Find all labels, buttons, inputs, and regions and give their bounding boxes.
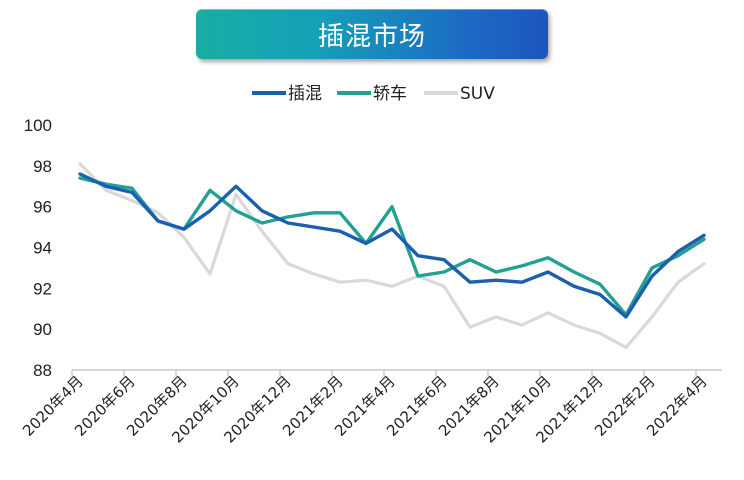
y-tick-label: 92: [33, 279, 52, 298]
legend: 插混 轿车 SUV: [252, 84, 495, 104]
legend-label: 轿车: [373, 84, 407, 104]
y-axis: 88 90 92 94 96 98 100: [24, 116, 52, 380]
x-axis: 2020年4月2020年6月2020年8月2020年10月2020年12月202…: [19, 369, 722, 447]
legend-label: SUV: [460, 84, 495, 104]
y-tick-label: 100: [24, 116, 52, 135]
y-tick-label: 96: [33, 198, 52, 217]
y-tick-label: 98: [33, 157, 52, 176]
chart-title-banner: 插混市场: [196, 9, 548, 59]
series-line-phev: [78, 172, 706, 319]
series-line-sedan: [78, 176, 706, 317]
y-tick-label: 94: [33, 239, 52, 258]
chart-title: 插混市场: [317, 21, 426, 52]
series-line-suv: [78, 162, 706, 350]
y-tick-label: 88: [33, 361, 52, 380]
legend-label: 插混: [288, 84, 322, 104]
series-layer: [78, 162, 706, 350]
y-tick-label: 90: [33, 320, 52, 339]
